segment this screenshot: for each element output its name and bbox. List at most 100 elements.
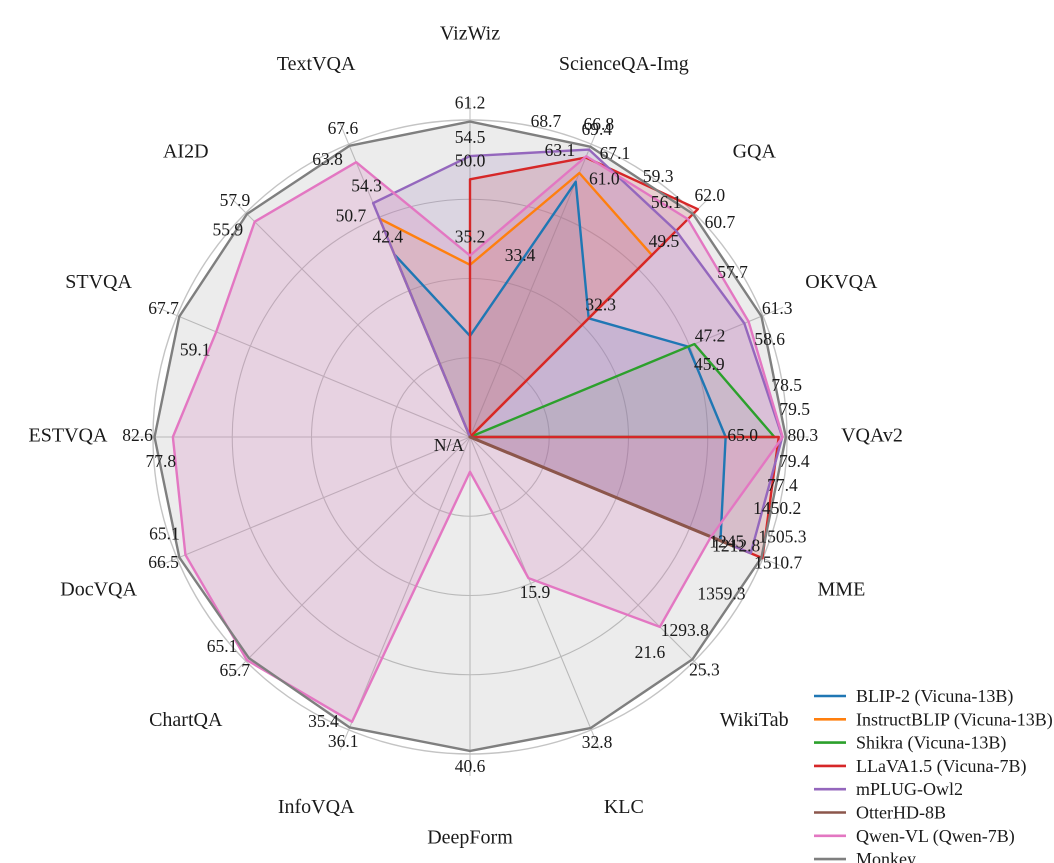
legend-entry-5: OtterHD-8B xyxy=(814,803,946,823)
value-label: 66.8 xyxy=(583,114,614,134)
value-label: 67.1 xyxy=(600,143,631,163)
axis-label-klc: KLC xyxy=(604,796,644,818)
legend: BLIP-2 (Vicuna-13B)InstructBLIP (Vicuna-… xyxy=(814,686,1053,863)
value-label: 67.7 xyxy=(148,298,179,318)
value-label: 1359.3 xyxy=(697,583,745,603)
value-label: 35.2 xyxy=(455,227,486,247)
legend-label-7: Monkey xyxy=(856,849,916,863)
value-label: 59.3 xyxy=(643,166,674,186)
value-label: 54.3 xyxy=(351,175,382,195)
axis-label-wikitab: WikiTab xyxy=(720,709,789,731)
value-label: 55.9 xyxy=(213,220,244,240)
axis-label-vizwiz: VizWiz xyxy=(440,23,500,45)
grid-spoke xyxy=(156,306,471,438)
na-label: N/A xyxy=(434,435,465,455)
legend-entry-1: InstructBLIP (Vicuna-13B) xyxy=(814,709,1053,730)
value-label: 47.2 xyxy=(695,326,726,346)
axis-label-chartqa: ChartQA xyxy=(149,709,223,731)
series-polygon-5 xyxy=(468,435,735,548)
legend-entry-3: LLaVA1.5 (Vicuna-7B) xyxy=(814,756,1027,777)
value-label: 77.4 xyxy=(767,475,798,495)
legend-label-5: OtterHD-8B xyxy=(856,803,946,823)
value-label: 45.9 xyxy=(694,354,725,374)
value-label: 54.5 xyxy=(455,127,486,147)
value-label: 63.8 xyxy=(312,149,343,169)
legend-entry-6: Qwen-VL (Qwen-7B) xyxy=(814,826,1015,847)
value-label: 61.0 xyxy=(589,169,620,189)
value-label: 65.1 xyxy=(207,636,238,656)
grid-spoke xyxy=(469,123,601,438)
axis-label-vqav2: VQAv2 xyxy=(841,425,903,447)
value-label: 63.1 xyxy=(545,140,576,160)
legend-label-4: mPLUG-Owl2 xyxy=(856,779,963,799)
legend-label-1: InstructBLIP (Vicuna-13B) xyxy=(856,709,1053,730)
grid-spoke xyxy=(229,436,471,678)
legend-entry-0: BLIP-2 (Vicuna-13B) xyxy=(814,686,1013,707)
grid-spoke xyxy=(339,436,471,751)
value-label: 65.1 xyxy=(149,523,180,543)
legend-entry-7: Monkey xyxy=(814,849,916,863)
value-label: 1245 xyxy=(709,531,744,551)
value-label: 21.6 xyxy=(635,642,666,662)
value-label: 36.1 xyxy=(328,731,359,751)
value-label: 60.7 xyxy=(705,212,736,232)
value-labels: 62.0 1510.7 80.3 65.7 82.6 61.3 61.2 60.7 1505.3… xyxy=(122,93,818,776)
legend-label-6: Qwen-VL (Qwen-7B) xyxy=(856,826,1015,847)
value-label: 61.3 xyxy=(762,298,793,318)
legend-label-3: LLaVA1.5 (Vicuna-7B) xyxy=(856,756,1027,777)
value-label: 65.0 xyxy=(727,425,758,445)
value-label: 77.8 xyxy=(146,451,177,471)
value-label: 67.6 xyxy=(328,118,359,138)
axis-label-textvqa: TextVQA xyxy=(277,53,356,75)
value-label: 1510.7 xyxy=(754,553,802,573)
value-label: 50.0 xyxy=(455,150,486,170)
value-label: 62.0 xyxy=(695,185,726,205)
grid-spoke xyxy=(229,196,471,438)
value-label: 56.1 xyxy=(651,192,682,212)
value-label: 57.9 xyxy=(220,190,251,210)
value-label: 1212.8 xyxy=(712,535,760,555)
axis-label-okvqa: OKVQA xyxy=(805,271,878,293)
series-strokes xyxy=(153,120,788,753)
value-label: 79.5 xyxy=(779,399,810,419)
value-label: 69.4 xyxy=(581,119,612,139)
legend-entry-2: Shikra (Vicuna-13B) xyxy=(814,733,1006,754)
series-area-3 xyxy=(470,157,779,559)
value-label: 32.3 xyxy=(585,294,616,314)
value-label: 66.5 xyxy=(148,552,179,572)
value-label: 82.6 xyxy=(122,425,153,445)
axis-label-ai2d: AI2D xyxy=(163,140,209,162)
value-label: 35.4 xyxy=(308,711,339,731)
grid-spoke xyxy=(156,436,471,568)
value-label: 1450.2 xyxy=(753,498,801,518)
value-label: 40.6 xyxy=(455,756,486,776)
value-label: 65.7 xyxy=(220,660,251,680)
axis-label-gqa: GQA xyxy=(733,140,777,162)
legend-label-2: Shikra (Vicuna-13B) xyxy=(856,733,1006,754)
axis-label-stvqa: STVQA xyxy=(65,271,132,293)
value-label: 61.2 xyxy=(455,93,486,113)
series-polygon-6 xyxy=(171,155,784,724)
axis-label-scienceqa-img: ScienceQA-Img xyxy=(559,53,689,75)
value-label: 58.6 xyxy=(754,329,785,349)
value-label: 42.4 xyxy=(373,227,404,247)
axis-label-infovqa: InfoVQA xyxy=(278,796,355,818)
axis-label-mme: MME xyxy=(818,578,866,600)
series-polygon-7 xyxy=(153,120,788,753)
legend-entry-4: mPLUG-Owl2 xyxy=(814,779,963,799)
value-label: 49.5 xyxy=(649,231,680,251)
axis-label-docvqa: DocVQA xyxy=(60,578,137,600)
value-label: 1293.8 xyxy=(661,620,709,640)
grid-spoke xyxy=(469,436,601,751)
series-area-2 xyxy=(470,344,775,437)
legend-label-0: BLIP-2 (Vicuna-13B) xyxy=(856,686,1013,707)
value-label: 32.8 xyxy=(582,732,613,752)
series-area-1 xyxy=(379,172,705,535)
value-label: 78.5 xyxy=(771,375,802,395)
axis-label-estvqa: ESTVQA xyxy=(29,425,108,447)
axis-label-deepform: DeepForm xyxy=(427,827,513,849)
value-label: 33.4 xyxy=(505,245,536,265)
value-label: 59.1 xyxy=(180,339,211,359)
